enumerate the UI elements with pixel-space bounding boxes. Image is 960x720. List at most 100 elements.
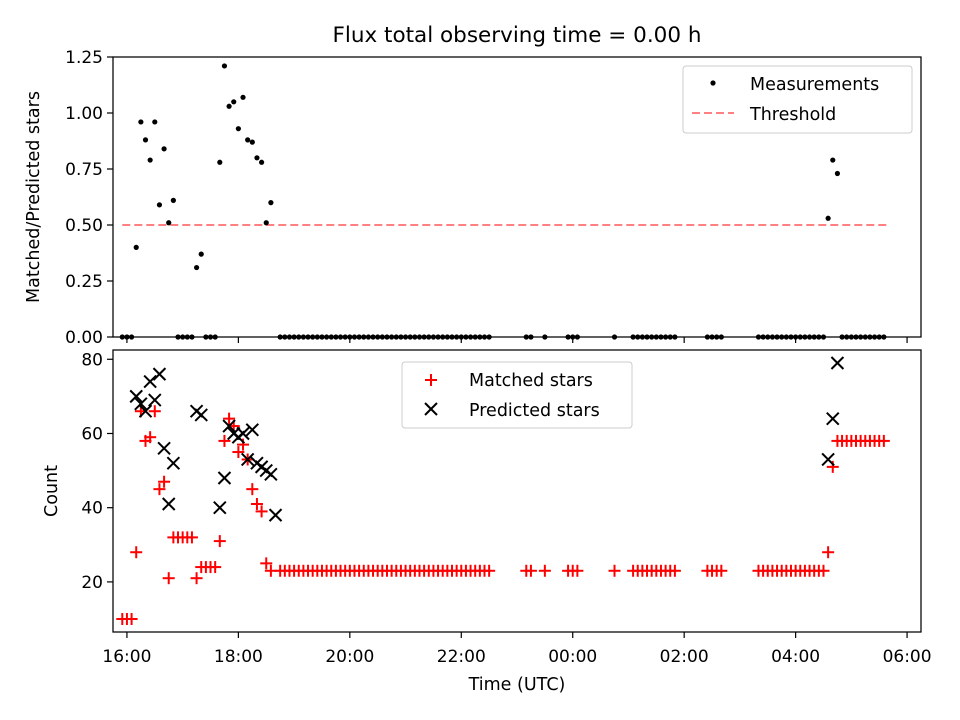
matched-stars-point — [668, 564, 681, 577]
matched-stars-point — [250, 497, 263, 510]
matched-stars-point — [538, 564, 551, 577]
matched-stars-point — [153, 483, 166, 496]
bottom-y-ticks: 20 40 60 80 — [81, 350, 113, 593]
matched-stars-point — [130, 546, 143, 559]
predicted-stars-point — [821, 452, 835, 467]
predicted-stars-point — [222, 419, 236, 433]
matched-stars-point — [715, 564, 728, 577]
top-plot-marks — [119, 63, 889, 340]
measurement-point — [152, 119, 158, 125]
measurement-point — [249, 139, 255, 145]
matched-stars-point — [158, 475, 171, 488]
predicted-stars-point — [240, 452, 255, 467]
matched-stars-point — [260, 557, 273, 570]
top-y-tick-label: 0.00 — [65, 328, 103, 348]
predicted-stars-point — [194, 408, 208, 422]
matched-stars-point — [822, 546, 835, 559]
measurement-point — [193, 264, 200, 271]
matched-stars-point — [571, 564, 584, 577]
measurement-point — [263, 220, 269, 226]
predicted-stars-point — [213, 500, 227, 515]
bottom-panel: 20 40 60 80 16:00 18:00 20:00 22:00 00:00 02:00 0… — [42, 349, 932, 695]
measurement-point — [231, 99, 237, 105]
matched-stars-point — [246, 483, 259, 496]
matched-stars-point — [483, 564, 496, 577]
matched-stars-point — [185, 531, 198, 544]
measurement-point — [245, 137, 251, 143]
top-y-tick-label: 0.50 — [65, 216, 103, 236]
x-tick-label: 06:00 — [883, 647, 932, 667]
legend-marker-predicted-stars — [424, 402, 438, 416]
bottom-y-axis-label: Count — [42, 465, 62, 517]
legend-marker-measurements — [710, 80, 716, 86]
bottom-legend: Matched stars Predicted stars — [401, 361, 633, 429]
x-tick-label: 00:00 — [548, 647, 597, 667]
measurement-point — [170, 197, 176, 203]
predicted-stars-point — [143, 374, 157, 389]
bottom-plot-marks — [116, 356, 890, 626]
legend-label-threshold: Threshold — [749, 105, 836, 125]
bottom-y-tick-label: 40 — [81, 499, 103, 519]
matched-stars-point — [218, 434, 231, 447]
top-y-tick-label: 1.00 — [65, 104, 103, 124]
measurement-point — [268, 200, 274, 206]
x-tick-label: 16:00 — [102, 647, 151, 667]
matched-stars-point — [209, 561, 222, 574]
top-y-axis-label: Matched/Predicted stars — [24, 91, 44, 303]
legend-label-matched-stars: Matched stars — [469, 371, 593, 391]
measurement-point — [198, 251, 204, 257]
matched-stars-point — [608, 564, 621, 577]
predicted-stars-point — [166, 456, 181, 470]
top-x-ticks — [126, 337, 908, 343]
measurement-point — [240, 94, 246, 100]
measurement-point — [142, 137, 149, 143]
predicted-stars-point — [217, 471, 232, 485]
bottom-y-tick-label: 80 — [81, 350, 103, 370]
predicted-stars-point — [152, 367, 167, 381]
x-tick-label: 04:00 — [771, 647, 820, 667]
matched-stars-point — [817, 564, 830, 577]
predicted-stars-point — [264, 467, 278, 482]
matched-stars-point — [162, 572, 175, 585]
matched-stars-point — [223, 412, 236, 425]
bottom-legend-box — [401, 361, 633, 429]
measurement-point — [138, 119, 144, 125]
measurement-point — [254, 155, 260, 161]
top-panel: 0.00 0.25 0.50 0.75 1.00 1.25 Matched/Predict… — [24, 48, 922, 348]
predicted-stars-point — [236, 426, 250, 441]
predicted-stars-point — [157, 441, 171, 456]
matched-stars-point — [255, 505, 268, 518]
measurement-point — [161, 146, 167, 152]
predicted-stars-point — [148, 393, 162, 407]
matched-stars-point — [524, 564, 537, 577]
measurement-point — [147, 157, 153, 163]
measurement-point — [834, 170, 841, 177]
matched-stars-point — [148, 405, 161, 418]
top-y-tick-label: 0.75 — [65, 160, 103, 180]
predicted-stars-point — [268, 508, 283, 522]
measurement-point — [133, 244, 139, 250]
bottom-y-tick-label: 60 — [81, 424, 103, 444]
measurement-point — [156, 202, 163, 208]
x-tick-label: 20:00 — [325, 647, 374, 667]
top-y-ticks: 0.00 0.25 0.50 0.75 1.00 1.25 — [65, 48, 113, 348]
matched-stars-point — [125, 613, 138, 626]
chart-title: Flux total observing time = 0.00 h — [333, 23, 702, 48]
x-tick-label: 02:00 — [660, 647, 709, 667]
predicted-stars-point — [826, 411, 840, 426]
x-axis-label: Time (UTC) — [468, 675, 566, 695]
legend-marker-matched-stars — [425, 374, 437, 386]
legend-label-predicted-stars: Predicted stars — [469, 401, 600, 421]
top-axes-frame — [112, 56, 922, 338]
predicted-stars-point — [830, 356, 845, 370]
top-legend-box — [682, 65, 913, 134]
x-tick-label: 18:00 — [214, 647, 263, 667]
legend-label-measurements: Measurements — [750, 75, 879, 95]
measurement-point — [258, 159, 265, 165]
matched-stars-point — [877, 434, 890, 447]
predicted-stars-point — [162, 497, 176, 511]
top-y-tick-label: 1.25 — [65, 48, 103, 68]
bottom-x-ticks: 16:00 18:00 20:00 22:00 00:00 02:00 04:00 06:00 — [102, 632, 932, 667]
measurement-point — [221, 63, 228, 69]
